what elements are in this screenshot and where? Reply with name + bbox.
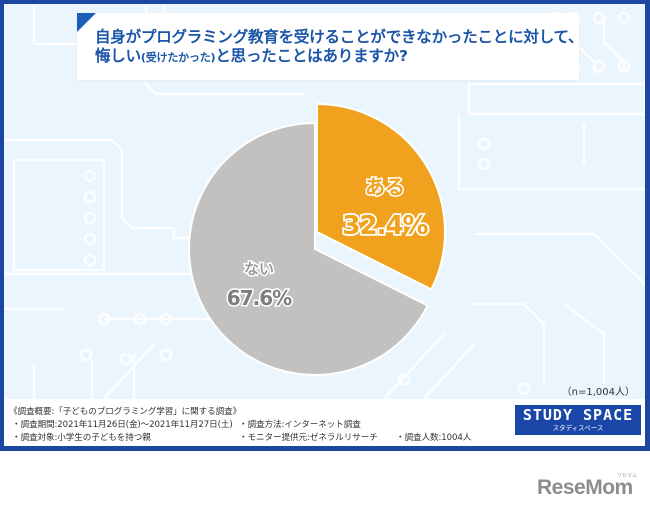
- study-space-logo: STUDY SPACE スタディスペース: [515, 405, 641, 435]
- study-space-sub: スタディスペース: [552, 424, 604, 432]
- survey-provider: ・モニター提供元:ゼネラルリサーチ: [239, 433, 378, 443]
- study-space-name: STUDY SPACE: [522, 406, 634, 424]
- sample-size-label: （n=1,004人）: [561, 387, 635, 398]
- resemom-watermark: ReseMom: [537, 476, 633, 499]
- pie-chart: ある 32.4% ない 67.6%: [188, 102, 446, 376]
- slice-value-nai: 67.6%: [227, 286, 292, 310]
- pie-slice-aru: [316, 102, 446, 291]
- title-line-2b: (受けたかった): [140, 51, 216, 64]
- survey-summary: 《調査概要:「子どものプログラミング学習」に関する調査》: [9, 407, 242, 417]
- resemom-watermark-sub: リセマム: [617, 473, 638, 479]
- slice-label-aru: ある: [365, 175, 405, 199]
- title-corner-accent: [77, 13, 96, 32]
- slice-value-aru: 32.4%: [342, 211, 428, 241]
- survey-period: ・調査期間:2021年11月26日(金)～2021年11月27日(土): [12, 420, 233, 430]
- question-title: 自身がプログラミング教育を受けることができなかったことに対して、 悔しい(受けた…: [95, 28, 584, 67]
- slice-label-nai: ない: [244, 260, 274, 278]
- survey-count: ・調査人数:1004人: [396, 433, 472, 443]
- survey-target: ・調査対象:小学生の子どもを持つ親: [12, 433, 151, 443]
- question-title-box: 自身がプログラミング教育を受けることができなかったことに対して、 悔しい(受けた…: [77, 13, 584, 80]
- survey-method: ・調査方法:インターネット調査: [239, 420, 361, 430]
- title-line-2c: と思ったことはありますか?: [215, 47, 408, 65]
- title-line-2a: 悔しい: [95, 47, 141, 65]
- title-line-1: 自身がプログラミング教育を受けることができなかったことに対して、: [95, 28, 584, 46]
- pie-slice-nai: [188, 121, 429, 376]
- title-line-2: 悔しい(受けたかった)と思ったことはありますか?: [95, 47, 583, 67]
- survey-footer: 《調査概要:「子どものプログラミング学習」に関する調査》 ・調査期間:2021年…: [4, 399, 645, 446]
